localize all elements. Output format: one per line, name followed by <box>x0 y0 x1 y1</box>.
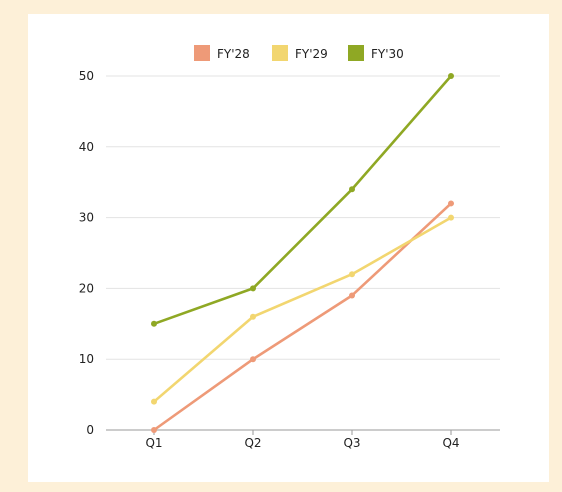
data-point <box>151 320 157 327</box>
x-tick-label: Q1 <box>145 436 162 450</box>
series-3 <box>151 73 454 327</box>
data-point <box>448 214 454 221</box>
data-point <box>448 73 454 79</box>
series-line <box>152 216 453 403</box>
data-point <box>250 313 256 320</box>
legend-label: FY'28 <box>217 47 250 61</box>
x-tick-label: Q2 <box>244 436 261 450</box>
data-point <box>151 427 157 433</box>
data-point <box>151 398 157 405</box>
series-group <box>151 73 454 433</box>
series-line <box>152 202 453 432</box>
chart-panel <box>28 14 549 482</box>
y-tick-label: 40 <box>79 140 94 154</box>
legend-swatch <box>272 45 288 61</box>
y-tick-label: 20 <box>79 281 94 295</box>
data-point <box>349 186 355 193</box>
legend-label: FY'29 <box>295 47 328 61</box>
series-2 <box>151 214 454 405</box>
axes: 0 10 20 30 40 50 Q1 Q2 Q3 Q4 <box>79 69 500 450</box>
data-point <box>250 356 256 363</box>
data-point <box>448 200 454 207</box>
series-line <box>152 74 453 326</box>
data-point <box>349 292 355 299</box>
data-point <box>250 285 256 292</box>
legend-swatch <box>194 45 210 61</box>
legend-item: FY'30 <box>348 45 404 61</box>
legend-label: FY'30 <box>371 47 404 61</box>
grid-lines <box>106 75 500 360</box>
y-tick-label: 10 <box>79 352 94 366</box>
x-tick-label: Q3 <box>343 436 360 450</box>
legend-item: FY'28 <box>194 45 250 61</box>
y-tick-label: 50 <box>79 69 94 83</box>
y-tick-label: 30 <box>79 211 94 225</box>
x-tick-label: Q4 <box>442 436 459 450</box>
y-tick-label: 0 <box>86 423 94 437</box>
data-point <box>349 271 355 278</box>
series-1 <box>151 200 454 433</box>
legend-item: FY'29 <box>272 45 328 61</box>
legend: FY'28 FY'29 FY'30 <box>194 45 404 61</box>
legend-swatch <box>348 45 364 61</box>
